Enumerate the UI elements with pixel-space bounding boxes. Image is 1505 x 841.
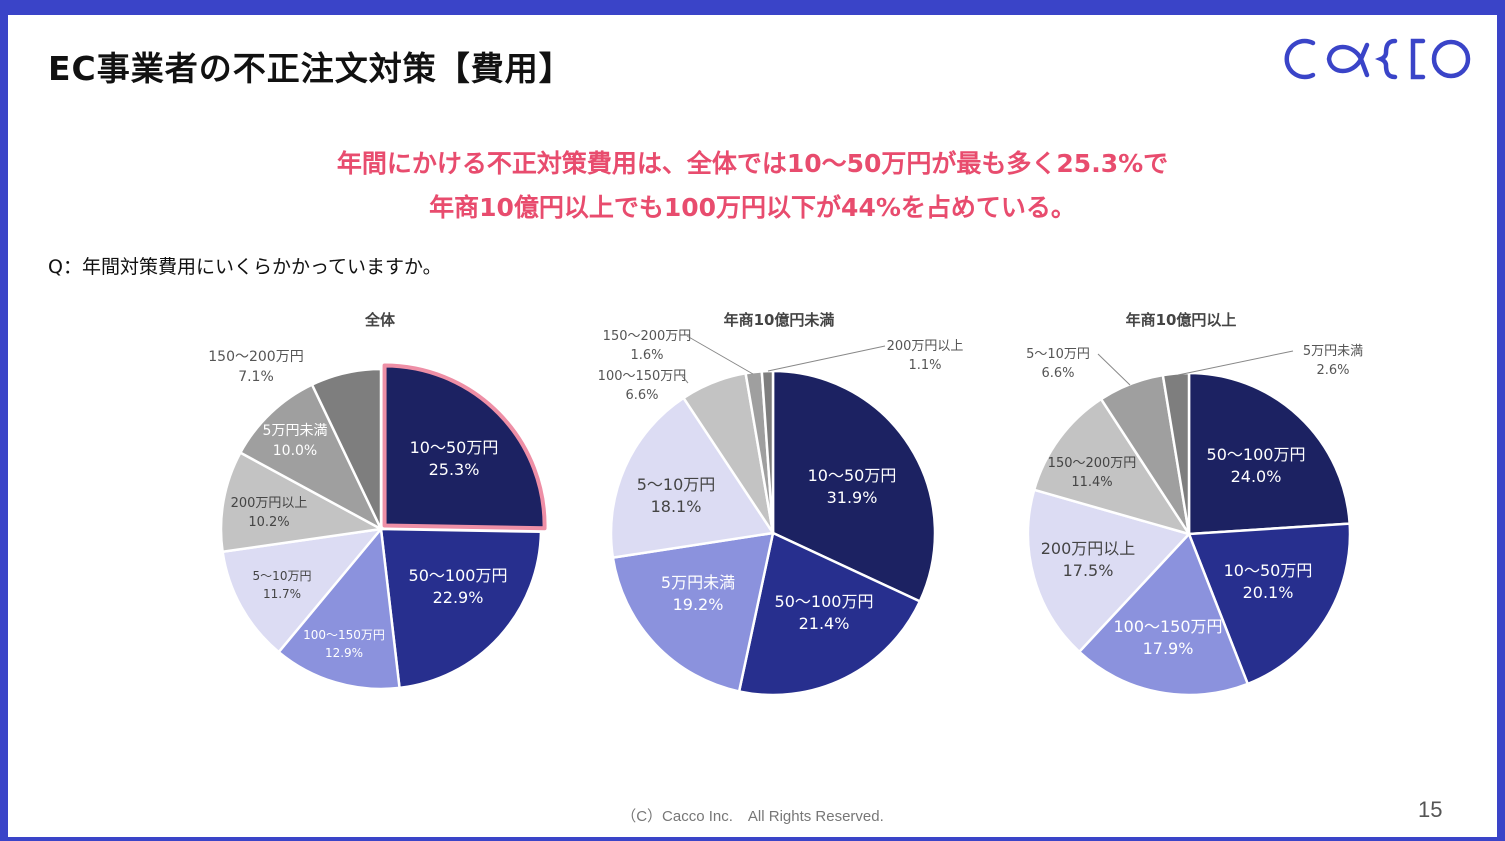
leader-line — [1097, 353, 1131, 386]
pie-slice — [760, 369, 775, 535]
slice-value: 31.9% — [827, 488, 878, 507]
pie-slice — [1187, 371, 1351, 536]
slice-label: 200万円以上 — [887, 339, 964, 354]
slice-value: 6.6% — [625, 388, 658, 403]
slice-value: 2.6% — [1316, 363, 1349, 378]
copyright-footer: （C）Cacco Inc. All Rights Reserved. — [621, 808, 884, 825]
page-number: 15 — [1418, 797, 1443, 822]
headline-line-2: 年商10億円以上でも100万円以下が44%を占めている。 — [429, 193, 1076, 222]
pie-slice — [379, 527, 543, 690]
headline-line-1: 年間にかける不正対策費用は、全体では10〜50万円が最も多く25.3%で — [336, 149, 1169, 178]
slice-label: 5万円未満 — [263, 423, 328, 439]
leader-line — [1177, 350, 1294, 376]
slice-label: 100〜150万円 — [303, 628, 385, 642]
slice-value: 11.7% — [263, 587, 301, 601]
pie-slice — [310, 367, 383, 531]
slice-label: 150〜200万円 — [603, 329, 692, 344]
pie-slice — [277, 527, 401, 691]
slice-label: 100〜150万円 — [598, 369, 687, 384]
chart-title-over-1b: 年商10億円以上 — [1125, 311, 1237, 329]
slice-label: 5万円未満 — [661, 573, 735, 592]
pie-slice — [1187, 522, 1352, 686]
slice-value: 10.2% — [248, 515, 289, 530]
slice-label: 150〜200万円 — [1048, 456, 1137, 471]
slice-value: 12.9% — [325, 646, 363, 660]
slice-value: 6.6% — [1041, 366, 1074, 381]
slice-value: 18.1% — [651, 497, 702, 516]
chart-title-under-1b: 年商10億円未満 — [723, 311, 835, 329]
slice-value: 1.1% — [908, 358, 941, 373]
pie-slice — [219, 451, 383, 554]
slice-label: 200万円以上 — [1041, 539, 1136, 558]
pie-slice — [771, 369, 937, 603]
leader-line — [767, 345, 886, 372]
pie-slice — [1026, 488, 1191, 654]
slice-value: 10.0% — [273, 443, 317, 459]
pie-slice — [609, 396, 775, 559]
slice-value: 1.6% — [630, 348, 663, 363]
slice-value: 17.5% — [1063, 561, 1114, 580]
slide-title: EC事業者の不正注文対策【費用】 — [48, 49, 573, 88]
slice-label: 200万円以上 — [231, 496, 308, 511]
slice-value: 21.4% — [799, 614, 850, 633]
pie-chart-2: 50〜100万円 24.0% 10〜50万円 20.1% 100〜150万円 17.9% 2… — [1026, 344, 1363, 697]
slice-label: 150〜200万円 — [208, 349, 303, 365]
slice-value: 20.1% — [1243, 583, 1294, 602]
slice-label: 50〜100万円 — [1207, 445, 1306, 464]
slice-label: 10〜50万円 — [1224, 561, 1313, 580]
pie-chart-0: 10〜50万円 25.3% 50〜100万円 22.9% 100〜150万円 12.9% 5… — [208, 349, 547, 691]
slice-value: 19.2% — [673, 595, 724, 614]
question-text: Q：年間対策費用にいくらかかっていますか。 — [48, 256, 442, 278]
pie-chart-1: 10〜50万円 31.9% 50〜100万円 21.4% 5万円未満 19.2% 5〜10万… — [598, 329, 964, 697]
slice-label: 50〜100万円 — [409, 566, 508, 585]
slice-label: 5万円未満 — [1303, 344, 1363, 359]
pie-slice — [737, 531, 922, 697]
slice-value: 24.0% — [1231, 467, 1282, 486]
slice-label: 5〜10万円 — [1026, 347, 1090, 362]
pie-slice — [1032, 397, 1191, 536]
chart-title-all: 全体 — [364, 311, 395, 329]
slice-value: 7.1% — [238, 369, 274, 385]
slice-value: 22.9% — [433, 588, 484, 607]
pie-slice — [1078, 532, 1249, 697]
slice-label: 10〜50万円 — [808, 466, 897, 485]
pie-slice — [611, 531, 775, 693]
slice-label: 5〜10万円 — [637, 475, 716, 494]
slice-label: 10〜50万円 — [410, 438, 499, 457]
leader-line — [686, 335, 754, 375]
slice-value: 25.3% — [429, 460, 480, 479]
slice-label: 50〜100万円 — [775, 592, 874, 611]
slice-value: 17.9% — [1143, 639, 1194, 658]
pie-slice — [239, 383, 383, 531]
slice-value: 11.4% — [1071, 475, 1112, 490]
cacco-logo: cacco — [1284, 38, 1471, 80]
pie-slice — [221, 527, 383, 654]
leader-line — [681, 375, 689, 384]
pie-slice — [382, 363, 547, 531]
slice-label: 100〜150万円 — [1113, 617, 1222, 636]
slice-label: 5〜10万円 — [253, 569, 312, 583]
